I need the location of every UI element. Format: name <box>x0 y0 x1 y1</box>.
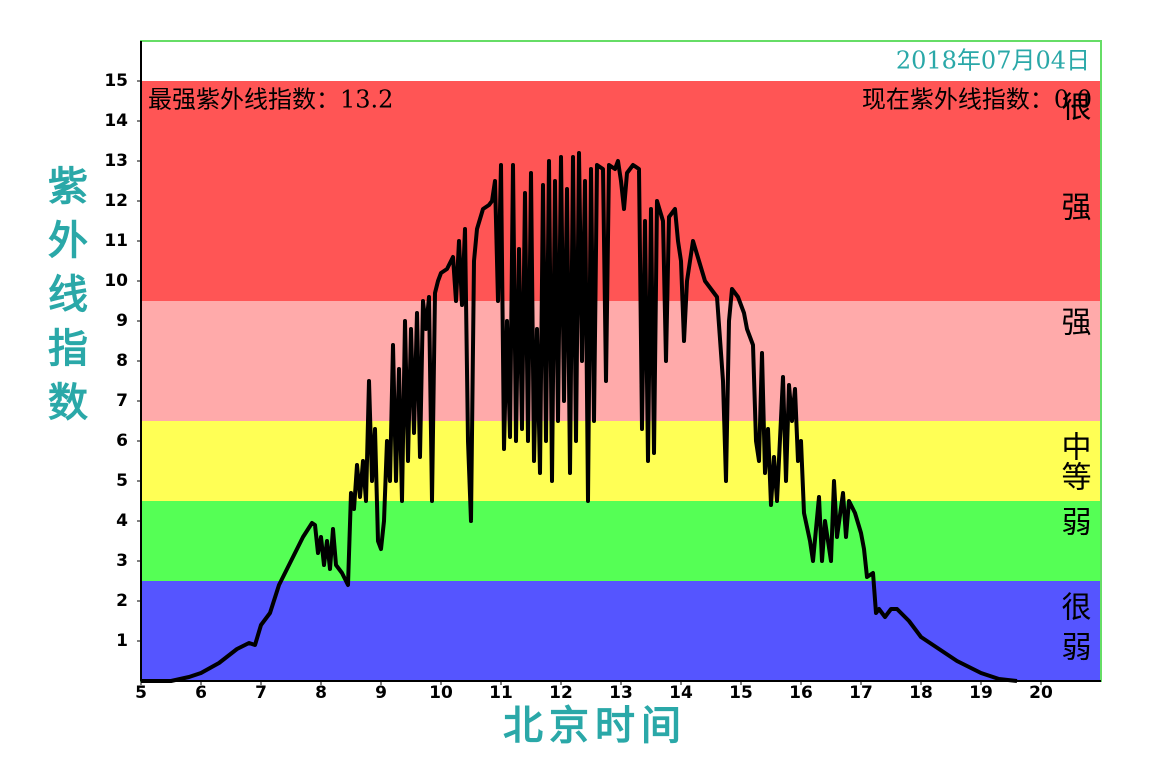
uv-line <box>141 151 1018 683</box>
x-tick-label: 13 <box>609 683 633 703</box>
current-label: 现在紫外线指数：0.0 <box>862 86 1092 114</box>
band-label: 很强 <box>1056 91 1092 291</box>
band-label: 很弱 <box>1056 591 1092 671</box>
band-label: 弱 <box>1056 506 1091 576</box>
band-label: 强 <box>1056 306 1091 416</box>
x-tick-label: 15 <box>729 683 753 703</box>
y-tick-label: 12 <box>104 191 128 211</box>
y-tick-label: 3 <box>116 551 128 571</box>
max-label: 最强紫外线指数：13.2 <box>148 86 393 114</box>
y-axis-label: 紫外线指数 <box>41 165 88 435</box>
band <box>141 581 1101 681</box>
x-tick-label: 16 <box>789 683 813 703</box>
x-tick-label: 14 <box>669 683 693 703</box>
band-label: 中等 <box>1056 431 1092 491</box>
y-tick-label: 6 <box>116 431 128 451</box>
x-tick-label: 18 <box>909 683 933 703</box>
x-tick-label: 5 <box>135 683 147 703</box>
y-tick-label: 8 <box>116 351 128 371</box>
y-tick-label: 7 <box>116 391 128 411</box>
x-axis-label: 北京时间 <box>503 703 687 749</box>
y-tick-label: 4 <box>116 511 128 531</box>
band <box>141 421 1101 501</box>
x-tick-label: 9 <box>375 683 387 703</box>
x-tick-label: 7 <box>255 683 267 703</box>
band <box>141 301 1101 421</box>
x-tick-label: 17 <box>849 683 873 703</box>
x-tick-label: 19 <box>969 683 993 703</box>
x-tick-label: 12 <box>549 683 573 703</box>
y-tick-label: 1 <box>116 631 128 651</box>
y-tick-label: 13 <box>104 151 128 171</box>
y-tick-label: 9 <box>116 311 128 331</box>
date: 2018年07月04日 <box>896 47 1090 75</box>
x-tick-label: 6 <box>195 683 207 703</box>
y-tick-label: 14 <box>104 111 128 131</box>
y-tick-label: 15 <box>104 71 128 91</box>
x-tick-label: 10 <box>429 683 453 703</box>
y-tick-label: 5 <box>116 471 128 491</box>
x-tick-label: 11 <box>489 683 513 703</box>
y-tick-label: 11 <box>104 231 128 251</box>
x-tick-label: 8 <box>315 683 327 703</box>
y-tick-label: 2 <box>116 591 128 611</box>
y-tick-label: 10 <box>104 271 128 291</box>
x-tick-label: 20 <box>1029 683 1053 703</box>
